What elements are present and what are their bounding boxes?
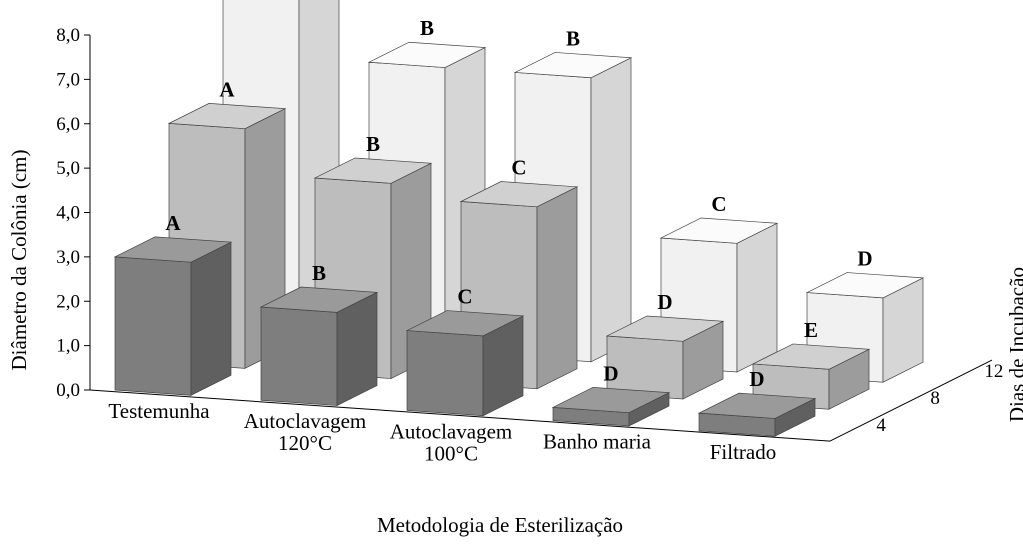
bar-3d: [607, 316, 723, 399]
x-cat-label: 120°C: [278, 431, 332, 455]
bar-letter: D: [657, 290, 672, 314]
bar-3d: [553, 387, 669, 426]
z-tick-label: 12: [984, 361, 1003, 382]
y-tick-label: 7,0: [56, 69, 80, 90]
x-cat-label: Autoclavagem: [390, 419, 512, 443]
bar-letter: A: [165, 211, 181, 235]
y-tick-label: 1,0: [56, 336, 80, 357]
x-cat-label: Banho maria: [543, 430, 652, 454]
x-cat-label: Autoclavagem: [244, 409, 366, 433]
x-cat-label: 100°C: [424, 441, 478, 465]
x-cat-label: Testemunha: [108, 399, 210, 423]
x-axis-label: Metodologia de Esterilização: [377, 513, 623, 537]
bar-3d: [699, 393, 815, 436]
bars-group: [115, 0, 923, 436]
bar-letter: E: [804, 318, 818, 342]
y-tick-label: 4,0: [56, 203, 80, 224]
bar-3d: [115, 237, 231, 395]
y-tick-label: 3,0: [56, 247, 80, 268]
bar-letter: B: [312, 261, 326, 285]
bar3d-chart: 0,0 1,0 2,0 3,0 4,0 5,0 6,0 7,0 8,0 4 8 12 Diâmetro …: [0, 0, 1023, 552]
bar-letter: B: [420, 16, 434, 40]
bar-letter: B: [566, 26, 580, 50]
y-tick-label: 0,0: [56, 380, 80, 401]
y-tick-label: 5,0: [56, 158, 80, 179]
bar-letter: D: [857, 247, 872, 271]
bar-letter: C: [511, 156, 526, 180]
z-axis-label: Dias de Incubação: [1005, 267, 1023, 422]
bar-letter: A: [219, 77, 235, 101]
bar-3d: [261, 287, 377, 406]
z-tick-label: 8: [930, 388, 940, 409]
z-tick-label: 4: [876, 415, 886, 436]
bar-3d: [407, 311, 523, 416]
bar-letter: D: [603, 361, 618, 385]
x-cat-label: Filtrado: [710, 440, 777, 464]
y-tick-label: 8,0: [56, 25, 80, 46]
bar-letter: D: [749, 367, 764, 391]
bar-letter: C: [711, 192, 726, 216]
y-tick-label: 2,0: [56, 291, 80, 312]
bar-letter: B: [366, 132, 380, 156]
bar-letter: C: [457, 285, 472, 309]
y-tick-label: 6,0: [56, 114, 80, 135]
y-axis-label: Diâmetro da Colônia (cm): [7, 149, 31, 370]
